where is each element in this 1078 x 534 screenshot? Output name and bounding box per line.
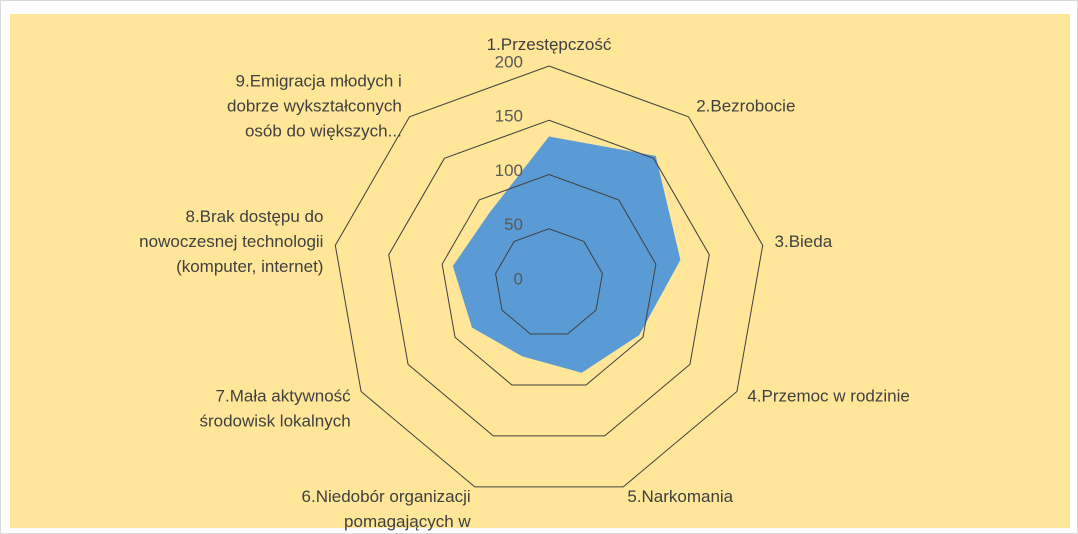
series-area [452,136,681,373]
y-tick-label: 100 [495,161,523,180]
y-tick-label: 0 [514,269,523,288]
grid-ring [495,228,603,335]
category-label: 3.Bieda [775,233,833,252]
grid-ring [388,119,710,437]
grid-ring [334,65,764,488]
grid-ring [441,173,657,386]
y-tick-label: 200 [495,52,523,71]
category-label: 5.Narkomania [627,488,733,507]
category-label: 1.Przestępczość [487,35,612,54]
y-tick-label: 150 [495,107,523,126]
y-tick-label: 50 [504,215,523,234]
category-label: 9.Emigracja młodych i dobrze wykształcony… [227,72,402,141]
category-label: 4.Przemoc w rodzinie [747,387,910,406]
category-label: 2.Bezrobocie [696,97,795,116]
category-label: 8.Brak dostępu do nowoczesnej technologii… [139,208,323,277]
category-label: 7.Mała aktywność środowisk lokalnych [199,387,351,431]
